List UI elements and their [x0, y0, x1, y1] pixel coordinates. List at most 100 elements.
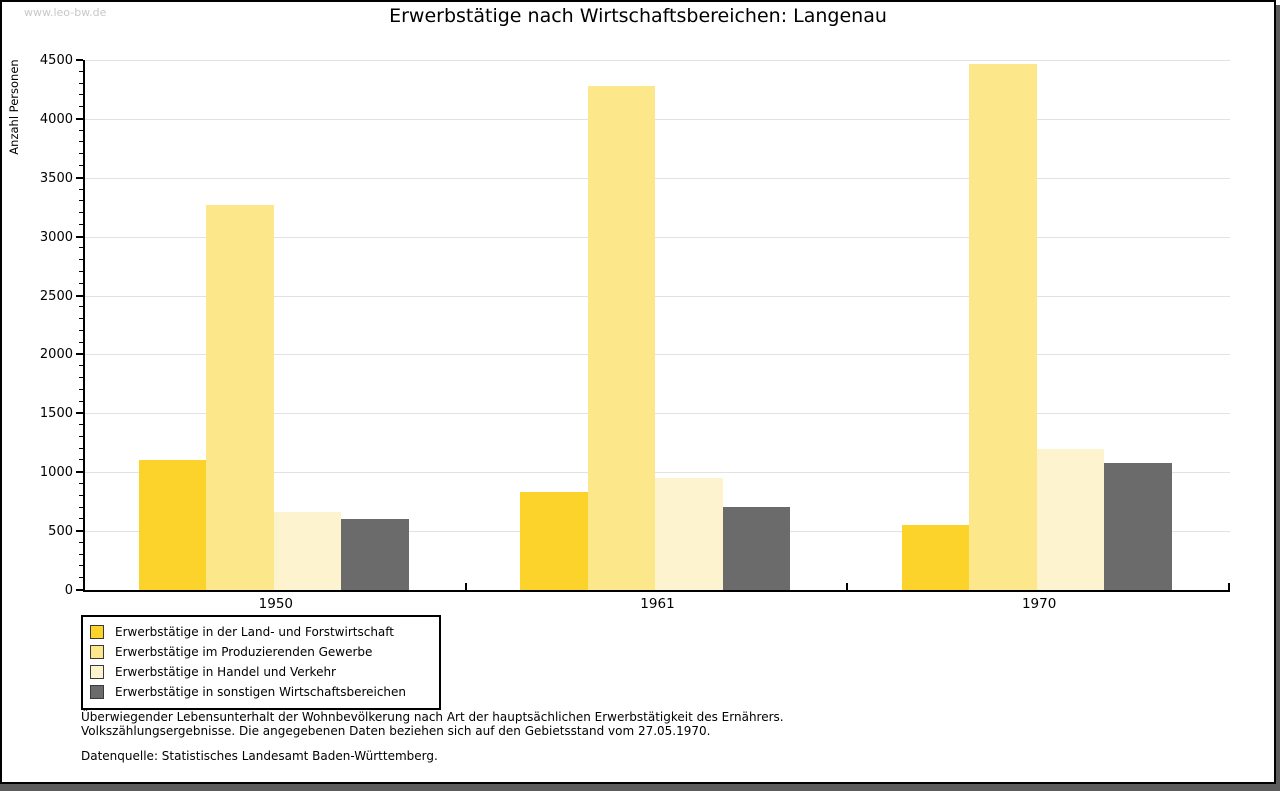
- chart-title: Erwerbstätige nach Wirtschaftsbereichen:…: [389, 5, 887, 27]
- y-axis-tick-minor: [79, 506, 83, 508]
- watermark: www.leo-bw.de: [24, 6, 107, 19]
- bar-1961-series1: [520, 492, 588, 590]
- y-axis-title: Anzahl Personen: [7, 59, 21, 155]
- y-axis-tick-major: [76, 117, 83, 120]
- y-axis-tick-minor: [79, 553, 83, 555]
- y-axis-tick-minor: [79, 247, 83, 249]
- bar-1950-series3: [273, 511, 341, 590]
- y-axis-tick-minor: [79, 435, 83, 437]
- y-axis-tick-minor: [79, 424, 83, 426]
- footnote-line2: Volkszählungsergebnisse. Die angegebenen…: [81, 723, 711, 738]
- bar-1970-series4: [1104, 462, 1172, 590]
- y-axis-tick-label: 0: [64, 583, 73, 598]
- gridline: [85, 472, 1230, 474]
- y-axis-tick-label: 500: [48, 524, 73, 540]
- legend-item-label: Erwerbstätige in der Land- und Forstwirt…: [115, 625, 394, 639]
- gridline: [85, 354, 1230, 356]
- y-axis-tick-minor: [79, 106, 83, 108]
- y-axis-tick-minor: [79, 306, 83, 308]
- y-axis-tick-label: 2500: [39, 288, 73, 304]
- legend-swatch-icon: [90, 685, 104, 699]
- y-axis-tick-major: [76, 589, 83, 591]
- bar-1950-series1: [138, 460, 206, 590]
- y-axis-tick-label: 3000: [39, 229, 73, 245]
- x-axis-category-label: 1950: [258, 596, 293, 612]
- x-axis-category-label: 1961: [640, 596, 675, 612]
- y-axis-tick-minor: [79, 565, 83, 567]
- y-axis-tick-minor: [79, 129, 83, 131]
- y-axis-tick-minor: [79, 259, 83, 261]
- y-axis-tick-major: [76, 176, 83, 179]
- y-axis-tick-minor: [79, 459, 83, 461]
- y-axis-tick-major: [76, 235, 83, 238]
- footnote-line1: Überwiegender Lebensunterhalt der Wohnbe…: [81, 710, 784, 724]
- y-axis-tick-label: 1000: [39, 465, 73, 481]
- y-axis-tick-minor: [79, 388, 83, 390]
- bar-1961-series2: [587, 85, 656, 590]
- x-axis-tick: [1228, 583, 1230, 590]
- y-axis-tick-minor: [79, 165, 83, 166]
- legend-box: Erwerbstätige in der Land- und Forstwirt…: [81, 615, 441, 710]
- y-axis-tick-minor: [79, 141, 83, 143]
- y-axis-tick-minor: [79, 447, 83, 449]
- footnotes: Überwiegender Lebensunterhalt der Wohnbe…: [81, 710, 784, 764]
- x-axis-category-label: 1970: [1021, 596, 1057, 612]
- y-axis-tick-minor: [79, 494, 83, 496]
- legend-item-1: Erwerbstätige in der Land- und Forstwirt…: [90, 622, 431, 642]
- y-axis-tick-minor: [79, 541, 83, 543]
- y-axis-tick-minor: [79, 577, 83, 579]
- bar-1970-series1: [901, 525, 970, 590]
- y-axis-tick-minor: [79, 318, 83, 320]
- gridline: [85, 118, 1230, 120]
- y-axis-tick-minor: [79, 329, 83, 331]
- y-axis-tick-minor: [79, 341, 83, 343]
- bar-1961-series4: [722, 506, 791, 590]
- gridline: [85, 177, 1230, 179]
- gridline: [85, 60, 1230, 61]
- legend-item-3: Erwerbstätige in Handel und Verkehr: [90, 662, 431, 682]
- y-axis-tick-minor: [79, 70, 83, 72]
- y-axis-tick-minor: [79, 223, 83, 225]
- legend-swatch-icon: [90, 625, 104, 639]
- y-axis-tick-label: 1500: [39, 406, 73, 422]
- frame-shadow-right: [1276, 5, 1280, 784]
- y-axis-tick-label: 2000: [39, 347, 73, 363]
- y-axis-tick-minor: [79, 282, 83, 284]
- legend-item-4: Erwerbstätige in sonstigen Wirtschaftsbe…: [90, 682, 431, 702]
- legend-item-label: Erwerbstätige im Produzierenden Gewerbe: [115, 645, 373, 659]
- data-source-note: Datenquelle: Statistisches Landesamt Bad…: [81, 749, 438, 763]
- legend-item-label: Erwerbstätige in sonstigen Wirtschaftsbe…: [115, 685, 407, 699]
- y-axis-tick-minor: [79, 188, 83, 190]
- gridline: [85, 413, 1230, 415]
- legend-item-label: Erwerbstätige in Handel und Verkehr: [115, 665, 336, 679]
- y-axis-tick-major: [76, 294, 83, 297]
- y-axis-tick-minor: [79, 153, 83, 155]
- y-axis-tick-major: [76, 471, 83, 474]
- y-axis-tick-minor: [79, 82, 83, 84]
- plot-area: 0 500 1000 1500 2000 2500 3000 3500 4000 4500 1950…: [40, 53, 1230, 612]
- y-axis-tick-minor: [79, 518, 83, 520]
- y-axis-tick-minor: [79, 365, 83, 367]
- y-axis-tick-minor: [79, 377, 83, 378]
- legend-swatch-icon: [90, 645, 104, 659]
- x-axis-tick: [464, 583, 467, 590]
- frame-shadow-bottom: [0, 784, 1280, 791]
- y-axis-tick-minor: [79, 483, 83, 484]
- y-axis-tick-minor: [79, 271, 83, 272]
- y-axis-tick-label: 3500: [39, 170, 73, 186]
- gridline: [85, 295, 1230, 297]
- y-axis-tick-minor: [79, 400, 83, 402]
- x-axis-tick: [846, 583, 849, 590]
- y-axis-tick-minor: [79, 212, 83, 214]
- y-axis-tick-label: 4500: [39, 53, 73, 68]
- bar-1950-series4: [341, 519, 409, 590]
- y-axis-tick-major: [76, 353, 83, 356]
- y-axis-tick-major: [76, 412, 83, 415]
- gridline: [85, 236, 1230, 238]
- bar-1970-series3: [1036, 448, 1105, 590]
- legend-swatch-icon: [90, 665, 104, 679]
- y-axis-tick-major: [76, 530, 83, 533]
- y-axis-tick-label: 4000: [39, 111, 73, 127]
- bar-1950-series2: [206, 204, 274, 590]
